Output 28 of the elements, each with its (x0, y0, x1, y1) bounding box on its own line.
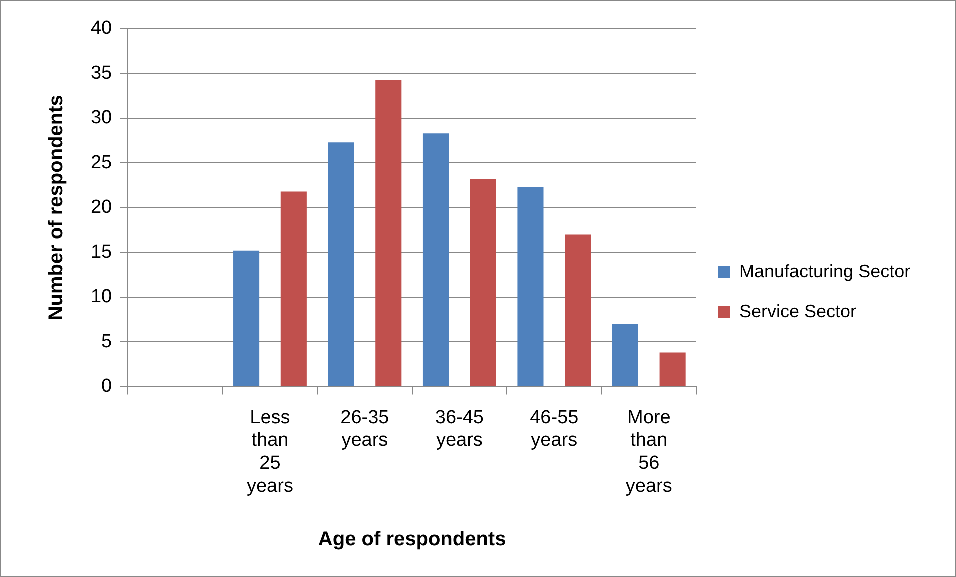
bar (660, 352, 686, 386)
y-axis-title: Number of respondents (46, 95, 68, 321)
x-tick-label: 36-45 years (435, 407, 484, 452)
bar (565, 234, 592, 386)
x-axis-title: Age of respondents (318, 528, 506, 551)
bar (328, 142, 354, 386)
x-tick-label: More than 56 years (626, 407, 672, 497)
y-tick-label: 5 (102, 331, 112, 352)
x-tick-label: 46-55 years (530, 407, 579, 452)
bar (612, 324, 638, 386)
bar (280, 192, 307, 386)
y-tick-label: 40 (90, 18, 112, 40)
bar (470, 179, 496, 386)
bar (234, 250, 260, 386)
bar (518, 187, 544, 386)
y-tick-label: 25 (90, 152, 112, 174)
x-tick-label: Less than 25 years (246, 407, 294, 497)
y-tick-label: 15 (90, 242, 112, 263)
y-tick-label: 0 (102, 376, 112, 398)
y-tick-label: 20 (90, 197, 112, 218)
y-tick-label: 30 (90, 108, 112, 129)
bar (376, 80, 402, 386)
x-tick-label: 26-35 years (340, 407, 390, 452)
bar (422, 134, 450, 386)
legend-label: Service Sector (740, 301, 857, 322)
y-tick-label: 10 (90, 286, 112, 308)
y-tick-label: 35 (90, 62, 112, 84)
legend-label: Manufacturing Sector (740, 261, 911, 282)
